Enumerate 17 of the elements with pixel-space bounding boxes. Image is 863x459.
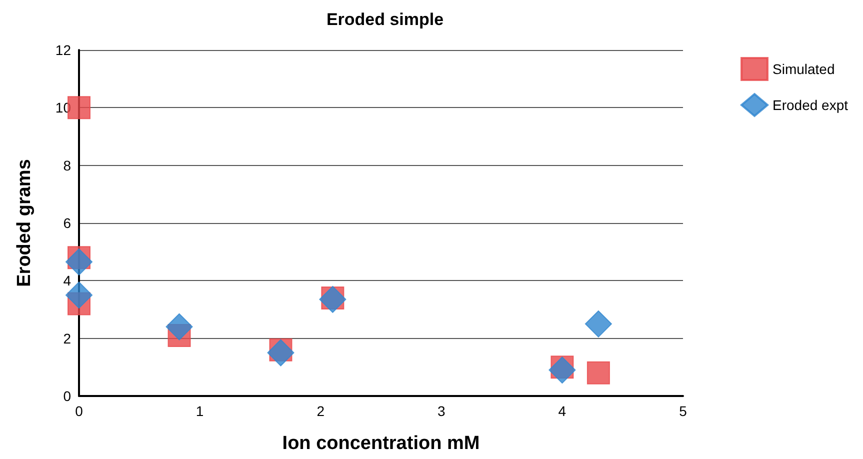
x-tick-label: 4 [558, 403, 566, 419]
y-tick-label: 12 [55, 42, 72, 58]
x-tick-label: 1 [196, 403, 204, 419]
x-axis-title: Ion concentration mM [282, 433, 480, 454]
legend-label: Eroded expt [772, 97, 848, 113]
chart-title: Eroded simple [326, 10, 444, 29]
y-tick-label: 0 [63, 388, 72, 404]
legend-label: Simulated [772, 61, 835, 77]
x-tick-label: 3 [438, 403, 446, 419]
y-tick-label: 8 [63, 157, 72, 174]
y-axis-title: Eroded grams [14, 159, 35, 287]
y-tick-label: 2 [63, 330, 72, 346]
x-tick-label: 2 [316, 403, 325, 419]
y-tick-label: 4 [63, 272, 72, 289]
y-tick-label: 6 [63, 215, 72, 231]
x-tick-label: 0 [75, 403, 84, 419]
x-tick-label: 5 [679, 403, 688, 419]
